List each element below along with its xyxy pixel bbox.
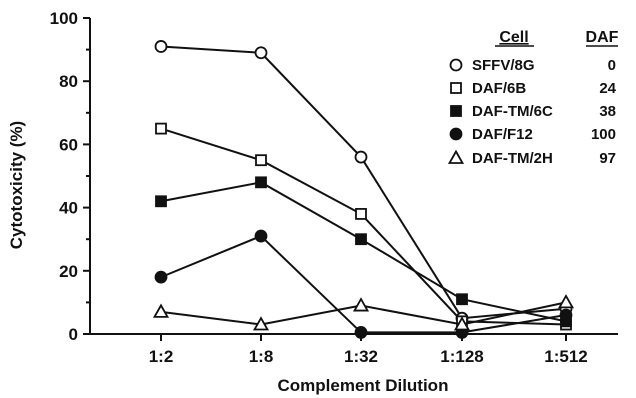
y-tick-label-80: 80 bbox=[59, 72, 78, 91]
y-tick-label-0: 0 bbox=[69, 325, 78, 344]
point-daf-6b-1:8 bbox=[255, 154, 267, 167]
legend-label-daf-tm-2h: DAF-TM/2H bbox=[472, 150, 553, 167]
y-tick-label-60: 60 bbox=[59, 135, 78, 154]
point-sffv-8g-1:32 bbox=[354, 150, 368, 164]
axes: 0 20 40 60 80 100 1:2 1:8 1:32 1:128 1:512 bbox=[50, 9, 618, 366]
y-tick-label-100: 100 bbox=[50, 9, 78, 28]
series-layer bbox=[152, 40, 575, 339]
x-axis-title: Complement Dilution bbox=[278, 376, 449, 395]
point-daf-tm-2h-1:128 bbox=[453, 316, 471, 331]
legend-marker-daf-6b bbox=[450, 82, 462, 94]
point-daf-f12-1:2 bbox=[154, 270, 168, 284]
x-tick-label-1:8: 1:8 bbox=[249, 347, 274, 366]
series-daf-tm-2h bbox=[152, 294, 575, 331]
y-tick-label-40: 40 bbox=[59, 199, 78, 218]
point-daf-tm-6c-1:128 bbox=[456, 293, 468, 306]
legend-marker-daf-tm-2h bbox=[447, 149, 465, 164]
point-daf-6b-1:32 bbox=[355, 208, 367, 220]
series-daf-f12 bbox=[154, 229, 573, 339]
point-daf-tm-2h-1:32 bbox=[352, 297, 370, 312]
legend-daf-daf-f12: 100 bbox=[591, 126, 616, 143]
x-tick-label-1:32: 1:32 bbox=[344, 347, 378, 366]
y-tick-label-20: 20 bbox=[59, 262, 78, 281]
legend-marker-sffv-8g bbox=[449, 58, 463, 72]
x-tick-label-1:512: 1:512 bbox=[544, 347, 587, 366]
legend: Cell DAF SFFV/8G 0 DAF/6B 24 DAF-TM/6C 38 DAF/F1… bbox=[447, 29, 619, 167]
series-line-daf-f12 bbox=[160, 234, 567, 334]
legend-label-daf-tm-6c: DAF-TM/6C bbox=[472, 103, 553, 120]
legend-daf-daf-tm-2h: 97 bbox=[599, 150, 616, 167]
legend-label-daf-6b: DAF/6B bbox=[472, 80, 526, 97]
point-daf-6b-1:2 bbox=[155, 122, 167, 135]
legend-marker-daf-f12 bbox=[449, 127, 463, 141]
legend-daf-sffv-8g: 0 bbox=[608, 57, 616, 74]
point-daf-tm-6c-1:32 bbox=[355, 233, 367, 246]
legend-daf-daf-6b: 24 bbox=[599, 80, 616, 97]
legend-header-cell: Cell bbox=[499, 29, 528, 46]
point-sffv-8g-1:2 bbox=[154, 40, 168, 53]
point-daf-f12-1:512 bbox=[559, 308, 573, 322]
legend-daf-daf-tm-6c: 38 bbox=[599, 103, 616, 120]
legend-marker-daf-tm-6c bbox=[450, 105, 462, 117]
point-daf-tm-6c-1:2 bbox=[155, 195, 167, 208]
legend-label-daf-f12: DAF/F12 bbox=[472, 126, 533, 143]
point-daf-tm-6c-1:8 bbox=[255, 176, 267, 189]
point-daf-tm-2h-1:512 bbox=[557, 294, 575, 309]
y-axis-title: Cytotoxicity (%) bbox=[7, 121, 26, 249]
point-daf-tm-2h-1:8 bbox=[252, 316, 270, 331]
point-daf-f12-1:32 bbox=[354, 326, 368, 339]
point-sffv-8g-1:8 bbox=[254, 46, 268, 60]
legend-label-sffv-8g: SFFV/8G bbox=[472, 57, 535, 74]
x-tick-label-1:128: 1:128 bbox=[440, 347, 483, 366]
point-daf-tm-2h-1:2 bbox=[152, 303, 170, 318]
point-daf-f12-1:8 bbox=[254, 229, 268, 243]
legend-header-daf: DAF bbox=[586, 29, 619, 46]
x-tick-label-1:2: 1:2 bbox=[149, 347, 174, 366]
